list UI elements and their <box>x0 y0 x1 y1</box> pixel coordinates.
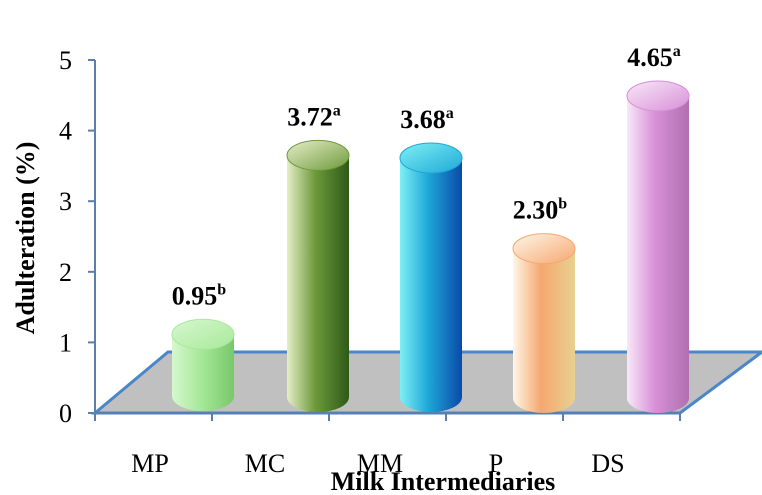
bar-body <box>627 95 689 413</box>
bar-body <box>172 334 234 411</box>
x-ticks <box>94 413 681 421</box>
data-label: 0.95b <box>172 281 227 310</box>
bar-body <box>287 155 349 413</box>
bar-top <box>512 233 576 265</box>
bar-mm: 3.68a <box>399 105 463 412</box>
data-label: 3.68a <box>400 105 454 134</box>
y-tick-label: 5 <box>59 46 72 75</box>
bar-top <box>286 139 350 171</box>
bar-ds: 4.65a <box>626 43 690 413</box>
x-axis-title: Milk Intermediaries <box>331 467 556 495</box>
data-label: 2.30b <box>513 196 568 225</box>
y-ticks: 0 1 2 3 4 5 <box>59 46 95 428</box>
y-tick-label: 3 <box>59 187 72 216</box>
data-label: 4.65a <box>627 43 681 72</box>
category-label: MC <box>245 449 285 478</box>
bar-body <box>513 248 575 413</box>
bar-top <box>399 142 463 174</box>
category-label: MP <box>131 449 169 478</box>
category-label: MM <box>357 449 403 478</box>
category-label: DS <box>591 449 624 478</box>
bar-body <box>400 157 462 412</box>
y-tick-label: 1 <box>59 328 72 357</box>
bar-mc: 3.72a <box>286 102 350 413</box>
y-axis-title: Adulteration (%) <box>11 142 40 335</box>
data-label: 3.72a <box>287 102 341 131</box>
bars: 0.95b 3.72a 3.68a 2.30b 4.65a <box>171 43 690 413</box>
y-tick-label: 4 <box>59 117 72 146</box>
bar-p: 2.30b <box>512 196 576 413</box>
category-labels: MP MC MM P DS <box>131 449 624 478</box>
y-tick-label: 2 <box>59 258 72 287</box>
bar-top <box>171 318 235 350</box>
category-label: P <box>489 449 503 478</box>
y-tick-label: 0 <box>59 399 72 428</box>
bar-top <box>626 80 690 112</box>
bar-mp: 0.95b <box>171 281 235 411</box>
